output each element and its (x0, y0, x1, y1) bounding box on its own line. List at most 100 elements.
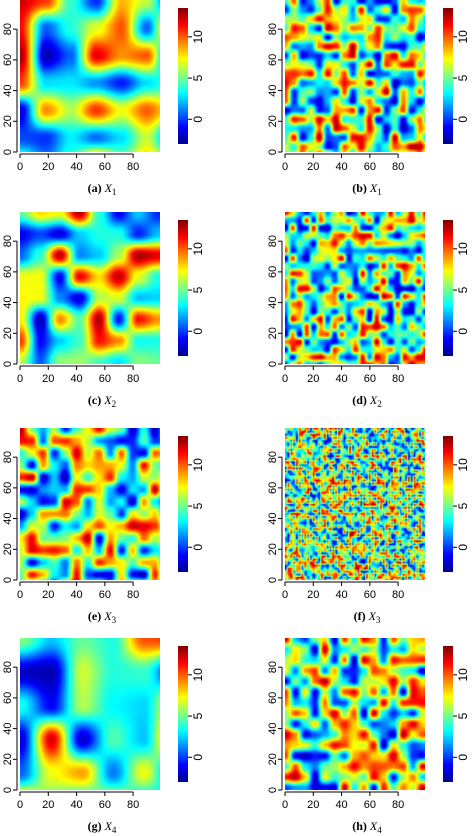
y-tick-label: 60 (267, 54, 279, 66)
x-tick-label: 40 (70, 161, 82, 173)
y-tick-label: 20 (2, 327, 14, 339)
colorbar-tick-label: 5 (191, 286, 205, 293)
colorbar-tick-label: 10 (456, 458, 470, 472)
x-tick-label: 80 (392, 373, 404, 385)
panel-caption: (h) X4 (352, 819, 382, 835)
y-tick-label: 80 (267, 235, 279, 247)
y-tick-label: 40 (2, 84, 14, 96)
colorbar-tick-label: 10 (191, 458, 205, 472)
colorbar (178, 436, 188, 572)
x-tick-label: 40 (335, 161, 347, 173)
panel-caption: (e) X3 (88, 609, 117, 625)
y-tick-label: 60 (267, 266, 279, 278)
y-tick-label: 0 (2, 149, 14, 155)
colorbar-tick-label: 0 (191, 754, 205, 761)
x-tick-label: 0 (17, 161, 23, 173)
y-tick-label: 80 (2, 451, 14, 463)
x-tick-label: 60 (99, 161, 111, 173)
y-tick-label: 20 (267, 753, 279, 765)
y-tick-label: 0 (267, 787, 279, 793)
colorbar-tick-label: 0 (191, 544, 205, 551)
x-tick-label: 80 (127, 373, 139, 385)
y-tick-label: 40 (2, 512, 14, 524)
x-tick-label: 80 (392, 161, 404, 173)
x-tick-label: 0 (17, 373, 23, 385)
y-tick-label: 80 (267, 661, 279, 673)
panel-caption: (a) X1 (88, 181, 117, 197)
x-tick-label: 0 (17, 589, 23, 601)
x-tick-label: 20 (307, 161, 319, 173)
x-tick-label: 40 (335, 799, 347, 811)
y-tick-label: 40 (2, 296, 14, 308)
heatmap-image (285, 212, 425, 364)
x-tick-label: 0 (282, 373, 288, 385)
y-tick-label: 60 (2, 692, 14, 704)
colorbar-tick-label: 5 (191, 74, 205, 81)
heatmap-image (285, 428, 425, 580)
y-tick-label: 20 (267, 543, 279, 555)
colorbar-tick-label: 5 (456, 502, 470, 509)
y-tick-label: 40 (267, 84, 279, 96)
panel-caption: (g) X4 (88, 819, 117, 835)
y-tick-label: 0 (267, 361, 279, 367)
colorbar-tick-label: 5 (456, 286, 470, 293)
colorbar-tick-label: 5 (456, 712, 470, 719)
panel-caption: (d) X2 (352, 393, 382, 409)
colorbar-tick-label: 0 (456, 116, 470, 123)
heatmap-image (20, 0, 160, 152)
y-tick-label: 80 (2, 23, 14, 35)
panel-b: 0 20 40 60 80 0 20 40 60 80 0 5 10 (b) X1 (267, 0, 470, 197)
y-tick-label: 40 (267, 722, 279, 734)
colorbar (443, 436, 453, 572)
x-tick-label: 0 (282, 799, 288, 811)
x-tick-label: 80 (127, 161, 139, 173)
x-tick-label: 80 (127, 589, 139, 601)
x-tick-label: 20 (307, 589, 319, 601)
colorbar-tick-label: 10 (191, 242, 205, 256)
y-tick-label: 80 (267, 451, 279, 463)
y-tick-label: 20 (267, 115, 279, 127)
colorbar-tick-label: 10 (456, 30, 470, 44)
panel-g: 0 20 40 60 80 0 20 40 60 80 0 5 10 (g) X4 (2, 638, 205, 835)
colorbar-tick-label: 10 (456, 242, 470, 256)
panel-caption: (b) X1 (352, 181, 382, 197)
y-tick-label: 20 (267, 327, 279, 339)
y-tick-label: 0 (2, 577, 14, 583)
x-tick-label: 60 (364, 799, 376, 811)
x-tick-label: 0 (282, 589, 288, 601)
colorbar-tick-label: 0 (456, 754, 470, 761)
colorbar-tick-label: 0 (456, 544, 470, 551)
y-tick-label: 80 (2, 235, 14, 247)
y-tick-label: 80 (267, 23, 279, 35)
y-tick-label: 20 (2, 753, 14, 765)
colorbar (443, 8, 453, 144)
x-tick-label: 40 (335, 373, 347, 385)
colorbar (178, 646, 188, 782)
y-tick-label: 60 (267, 692, 279, 704)
panel-caption: (c) X2 (88, 393, 116, 409)
x-tick-label: 0 (282, 161, 288, 173)
x-tick-label: 40 (70, 373, 82, 385)
x-tick-label: 20 (42, 799, 54, 811)
x-tick-label: 40 (70, 799, 82, 811)
colorbar-tick-label: 5 (191, 712, 205, 719)
y-tick-label: 20 (2, 115, 14, 127)
x-tick-label: 20 (42, 589, 54, 601)
x-tick-label: 80 (392, 799, 404, 811)
heatmap-image (285, 638, 425, 790)
y-tick-label: 40 (267, 296, 279, 308)
y-tick-label: 60 (2, 266, 14, 278)
heatmap-image (20, 428, 160, 580)
x-tick-label: 0 (17, 799, 23, 811)
y-tick-label: 60 (267, 482, 279, 494)
y-tick-label: 60 (2, 482, 14, 494)
panel-f: 0 20 40 60 80 0 20 40 60 80 0 5 10 (f) X3 (267, 428, 470, 625)
x-tick-label: 20 (42, 373, 54, 385)
colorbar-tick-label: 5 (456, 74, 470, 81)
panel-d: 0 20 40 60 80 0 20 40 60 80 0 5 10 (d) X2 (267, 212, 470, 409)
y-tick-label: 60 (2, 54, 14, 66)
x-tick-label: 60 (99, 799, 111, 811)
x-tick-label: 40 (70, 589, 82, 601)
y-tick-label: 0 (2, 787, 14, 793)
